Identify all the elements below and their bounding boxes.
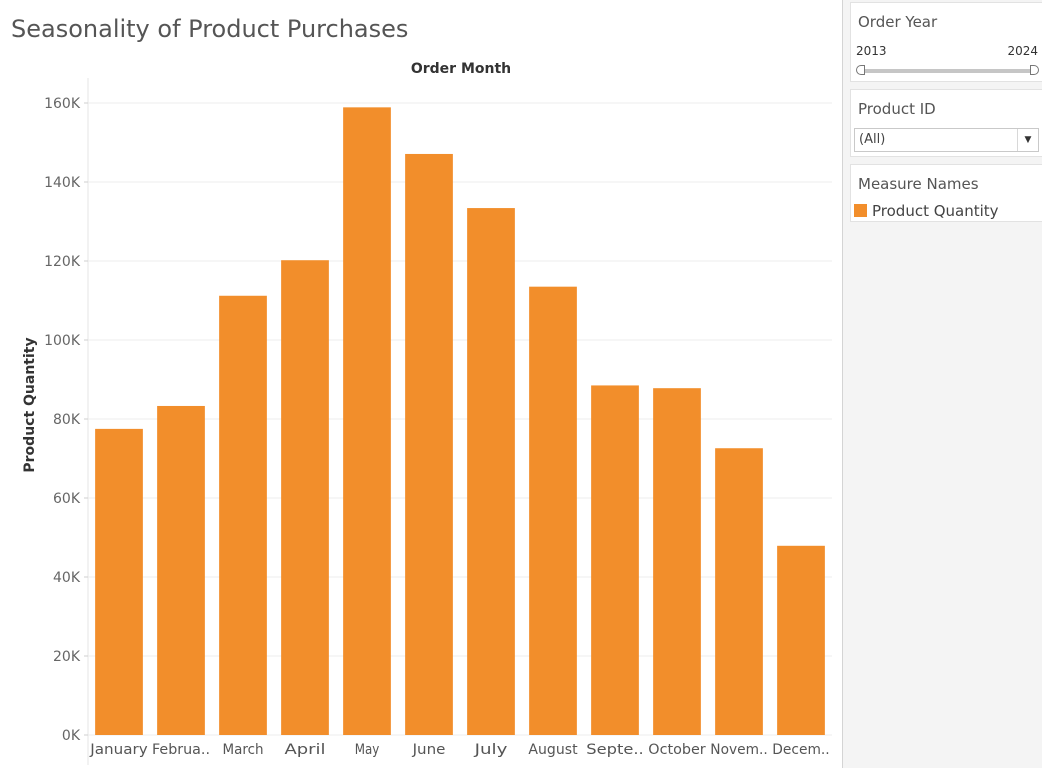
y-tick-label: 0K xyxy=(62,728,81,744)
gridlines xyxy=(87,78,832,765)
dashboard-title: Seasonality of Product Purchases xyxy=(11,15,409,43)
order-year-filter: Order Year 2013 2024 xyxy=(850,2,1042,82)
product-id-selected-value: (All) xyxy=(859,132,886,147)
y-tick-label: 160K xyxy=(44,96,81,112)
product-id-filter: Product ID (All) ▼ xyxy=(850,89,1042,157)
x-tick-label: Decem.. xyxy=(772,742,829,758)
y-axis-ticks: 0K 20K 40K 60K 80K 100K 120K 140K 160K xyxy=(44,96,88,744)
x-tick-label: May xyxy=(355,742,380,758)
filter-panel: Order Year 2013 2024 Product ID (All) ▼ … xyxy=(842,0,1042,768)
bars xyxy=(95,107,825,736)
bar[interactable] xyxy=(281,260,329,735)
order-year-slider-max-handle[interactable] xyxy=(1030,65,1039,75)
y-tick-label: 80K xyxy=(53,412,81,428)
y-tick-label: 140K xyxy=(44,175,81,191)
legend-label: Product Quantity xyxy=(872,202,999,220)
x-tick-label: Februa.. xyxy=(152,742,210,758)
y-tick-label: 120K xyxy=(44,254,81,270)
bar-chart: 0K 20K 40K 60K 80K 100K 120K 140K 160K January Fe… xyxy=(22,61,832,765)
x-tick-label: August xyxy=(528,742,578,758)
order-year-max-label: 2024 xyxy=(1007,44,1038,58)
y-tick-label: 60K xyxy=(53,491,81,507)
bar[interactable] xyxy=(467,208,515,735)
order-year-slider-track[interactable] xyxy=(860,69,1035,73)
bar[interactable] xyxy=(219,295,267,735)
product-id-dropdown[interactable]: (All) ▼ xyxy=(854,128,1039,152)
column-header: Order Month xyxy=(411,61,511,77)
x-tick-label: Novem.. xyxy=(710,742,767,758)
order-year-filter-title: Order Year xyxy=(858,13,938,31)
x-tick-label: April xyxy=(285,742,326,758)
x-tick-label: June xyxy=(412,742,446,758)
x-tick-label: March xyxy=(223,742,264,758)
bar[interactable] xyxy=(405,153,453,735)
x-tick-label: July xyxy=(473,742,507,758)
product-id-filter-title: Product ID xyxy=(858,100,936,118)
y-axis-title: Product Quantity xyxy=(22,337,38,472)
x-axis-ticks: January Februa.. March April May June July Augu… xyxy=(89,742,829,758)
bar[interactable] xyxy=(157,405,205,735)
measure-names-legend: Measure Names Product Quantity xyxy=(850,164,1042,222)
legend-title: Measure Names xyxy=(858,175,979,193)
legend-item[interactable]: Product Quantity xyxy=(854,201,999,221)
order-year-min-label: 2013 xyxy=(856,44,887,58)
bar[interactable] xyxy=(591,385,639,735)
x-tick-label: Septe.. xyxy=(586,742,643,758)
x-tick-label: October xyxy=(648,742,706,758)
y-tick-label: 40K xyxy=(53,570,81,586)
x-tick-label: January xyxy=(89,742,147,758)
bar[interactable] xyxy=(343,107,391,736)
bar[interactable] xyxy=(95,428,143,735)
bar[interactable] xyxy=(529,286,577,735)
order-year-slider-min-handle[interactable] xyxy=(856,65,865,75)
bar[interactable] xyxy=(777,545,825,735)
y-tick-label: 20K xyxy=(53,649,81,665)
bar[interactable] xyxy=(653,388,701,735)
bar[interactable] xyxy=(715,448,763,735)
legend-swatch xyxy=(854,203,867,217)
chevron-down-icon[interactable]: ▼ xyxy=(1017,129,1038,151)
y-tick-label: 100K xyxy=(44,333,81,349)
